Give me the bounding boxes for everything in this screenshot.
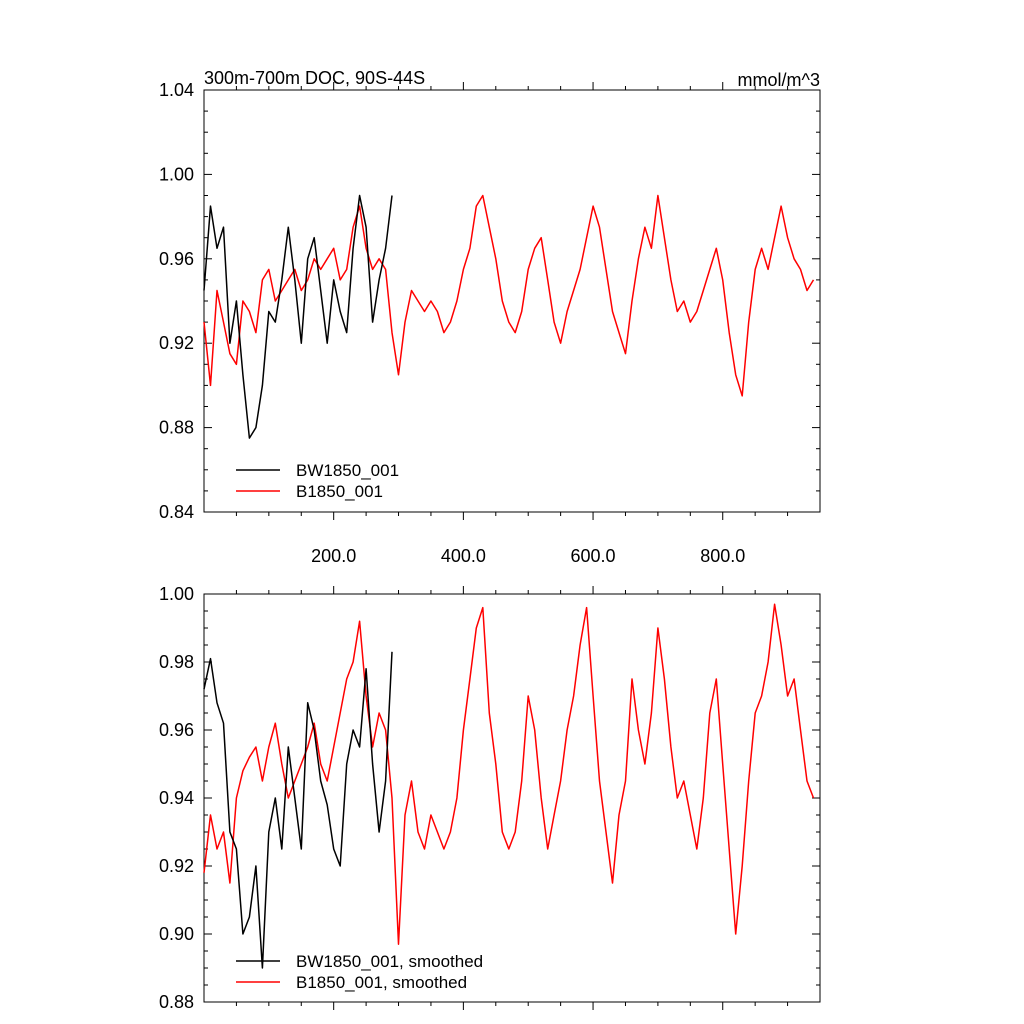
series-line-b1850-001-smoothed [203,603,815,945]
x-tick-label: 400.0 [441,546,486,566]
legend-label-b1850: B1850_001 [296,482,383,501]
y-tick-label: 0.84 [159,502,194,522]
series-line-bw1850-001 [203,194,393,439]
legend-label-b1850-smoothed: B1850_001, smoothed [296,973,467,992]
top-axis-ticks: 0.84 0.88 0.92 0.96 1.00 1.04 200.0 400.0 600.0 8… [159,80,820,566]
y-tick-label: 0.88 [159,992,194,1012]
chart-units: mmol/m^3 [738,70,820,90]
bottom-axis-ticks: 0.88 0.90 0.92 0.94 0.96 0.98 1.00 [159,584,820,1012]
y-tick-label: 0.88 [159,418,194,438]
chart-title: 300m-700m DOC, 90S-44S [204,68,425,88]
x-tick-label: 600.0 [571,546,616,566]
x-tick-label: 800.0 [700,546,745,566]
top-legend: BW1850_001 B1850_001 [236,461,399,501]
y-tick-label: 1.04 [159,80,194,100]
y-tick-label: 0.92 [159,856,194,876]
bottom-plot-frame [203,593,821,1003]
y-tick-label: 0.90 [159,924,194,944]
top-series-lines [203,194,815,439]
legend-label-bw1850: BW1850_001 [296,461,399,480]
top-panel: 300m-700m DOC, 90S-44S mmol/m^3 0.84 0.88… [159,68,821,566]
y-tick-label: 0.96 [159,249,194,269]
legend-label-bw1850-smoothed: BW1850_001, smoothed [296,952,483,971]
bottom-legend: BW1850_001, smoothed B1850_001, smoothed [236,952,483,992]
bottom-series-lines [203,603,815,969]
x-tick-label: 200.0 [311,546,356,566]
y-tick-label: 0.98 [159,652,194,672]
series-line-b1850-001 [203,194,815,397]
y-tick-label: 0.94 [159,788,194,808]
bottom-panel: 0.88 0.90 0.92 0.94 0.96 0.98 1.00 BW1850_001,… [159,584,821,1012]
y-tick-label: 1.00 [159,584,194,604]
series-line-bw1850-001-smoothed [203,651,393,969]
y-tick-label: 0.92 [159,333,194,353]
y-tick-label: 0.96 [159,720,194,740]
y-tick-label: 1.00 [159,164,194,184]
